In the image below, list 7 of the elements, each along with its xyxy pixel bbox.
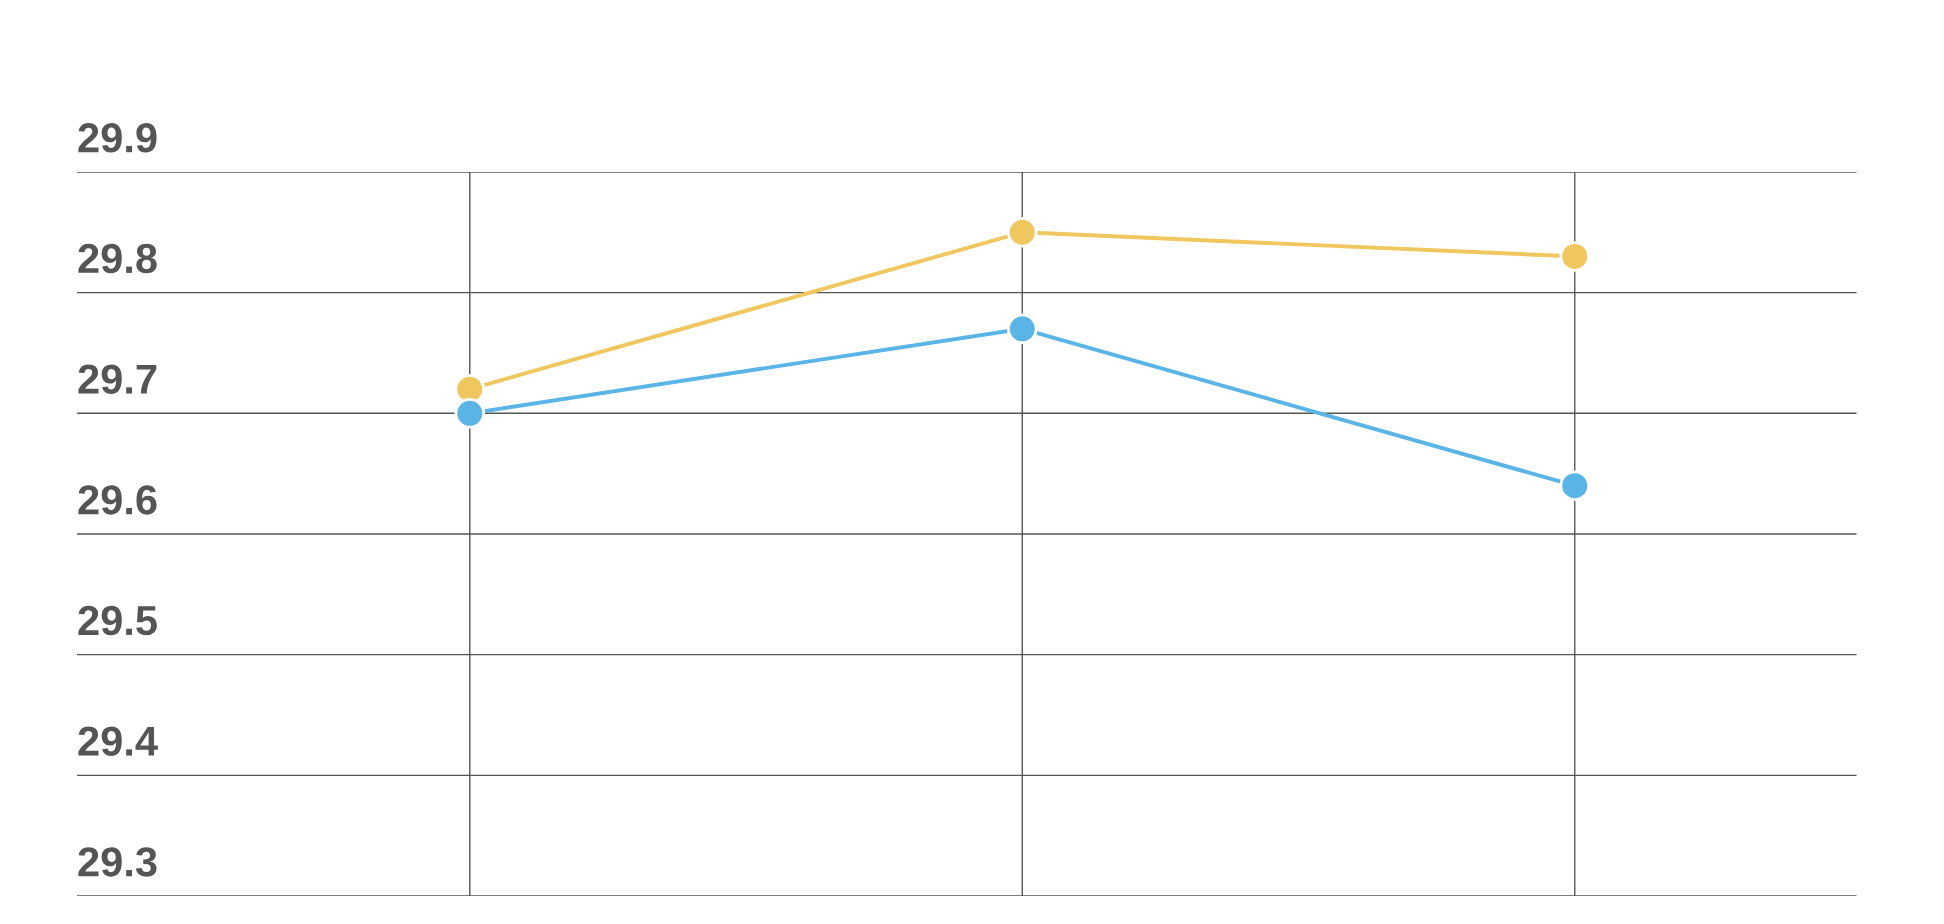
y-tick-label: 29.7 (78, 364, 157, 394)
y-tick-label: 29.6 (78, 485, 157, 515)
y-tick-label: 29.5 (78, 605, 157, 636)
y-tick-label: 29.8 (78, 243, 157, 274)
y-tick-label: 29.9 (78, 123, 157, 153)
y-tick-label: 29.3 (78, 847, 157, 877)
y-tick-label: 29.4 (78, 726, 158, 756)
